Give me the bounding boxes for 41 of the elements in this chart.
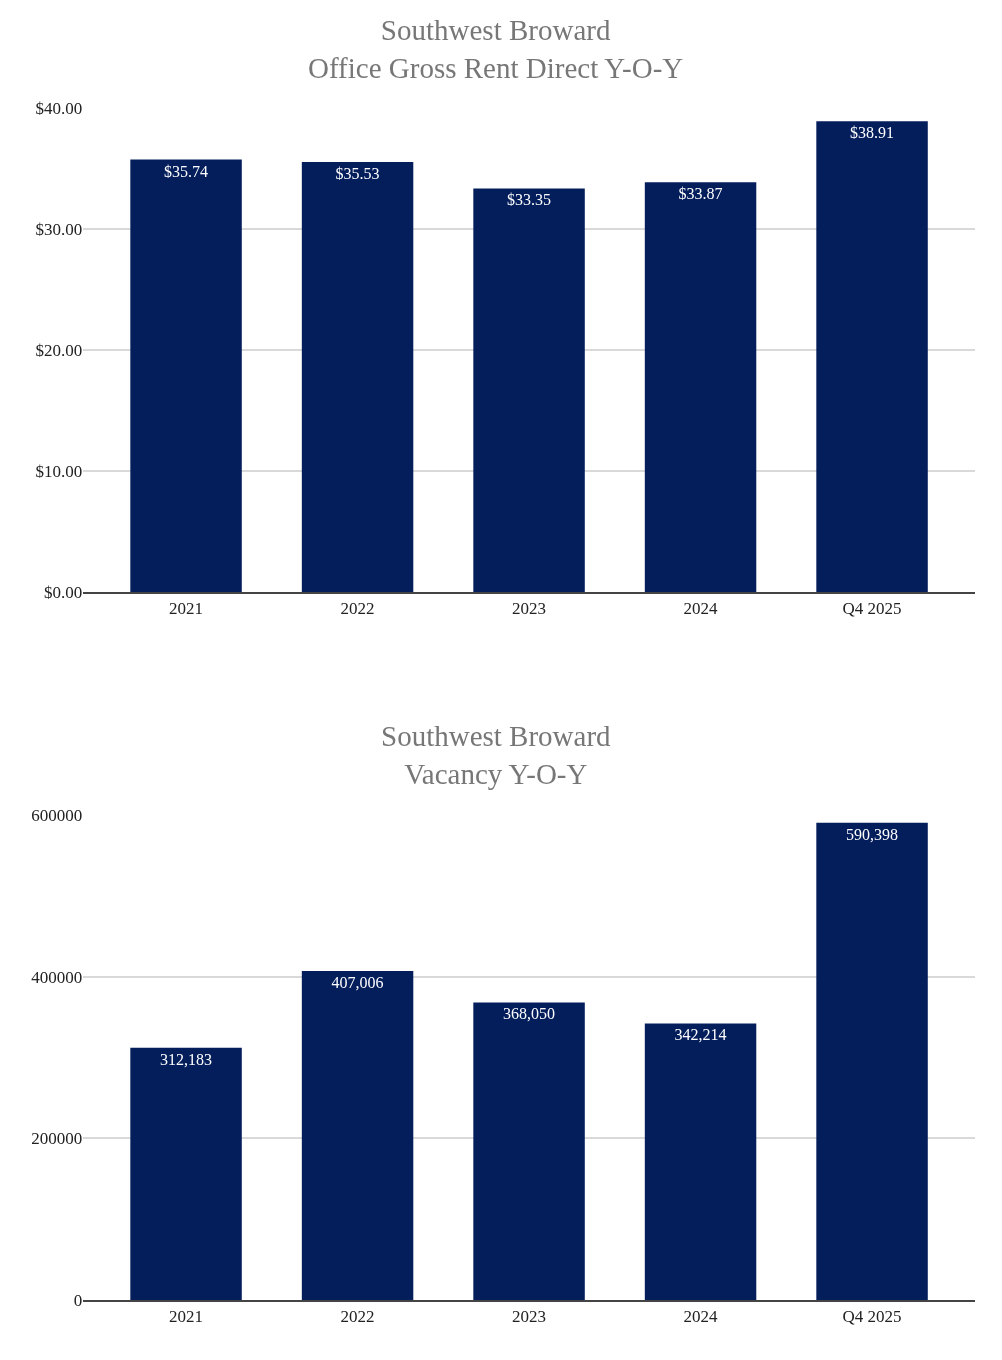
y-tick-label: 400000: [31, 967, 83, 987]
chart-title: Southwest Broward Office Gross Rent Direct Y-O-Y: [308, 14, 684, 84]
data-label: $35.74: [164, 162, 209, 180]
chart-title: Southwest Broward Vacancy Y-O-Y: [381, 720, 612, 790]
bar: [816, 822, 928, 1300]
bar: [644, 1023, 757, 1300]
x-tick-label: 2024: [683, 599, 719, 619]
x-tick-label: 2022: [340, 599, 375, 619]
x-tick-label: 2022: [340, 1307, 375, 1327]
data-label: 368,050: [503, 1005, 556, 1023]
y-tick-label: $20.00: [35, 340, 83, 360]
bar: [644, 182, 757, 592]
bar: [301, 162, 414, 592]
y-tick-label: 200000: [31, 1129, 83, 1149]
x-tick-label: 2021: [169, 599, 204, 619]
data-label: 342,214: [674, 1026, 727, 1044]
data-label: 590,398: [846, 825, 899, 843]
data-label: $33.87: [678, 185, 723, 203]
bar: [816, 121, 928, 592]
bar: [301, 971, 414, 1300]
bar: [130, 159, 242, 592]
data-label: 312,183: [160, 1050, 213, 1068]
x-tick-label: Q4 2025: [842, 1307, 902, 1327]
y-tick-label: 0: [73, 1290, 83, 1310]
x-tick-label: 2024: [683, 1307, 719, 1327]
x-tick-label: 2023: [512, 599, 547, 619]
x-tick-label: Q4 2025: [842, 599, 902, 619]
y-tick-label: $10.00: [35, 461, 83, 481]
bar: [130, 1047, 242, 1300]
data-label: $38.91: [850, 124, 895, 142]
bar: [473, 188, 585, 592]
y-tick-label: $0.00: [43, 582, 83, 602]
x-tick-label: 2021: [169, 1307, 204, 1327]
x-tick-label: 2023: [512, 1307, 547, 1327]
y-tick-label: $30.00: [35, 219, 83, 239]
y-tick-label: 600000: [31, 805, 83, 825]
bar: [473, 1002, 585, 1300]
data-label: $35.53: [335, 165, 380, 183]
y-tick-label: $40.00: [35, 98, 83, 118]
data-label: 407,006: [331, 974, 384, 991]
data-label: $33.35: [507, 191, 552, 209]
